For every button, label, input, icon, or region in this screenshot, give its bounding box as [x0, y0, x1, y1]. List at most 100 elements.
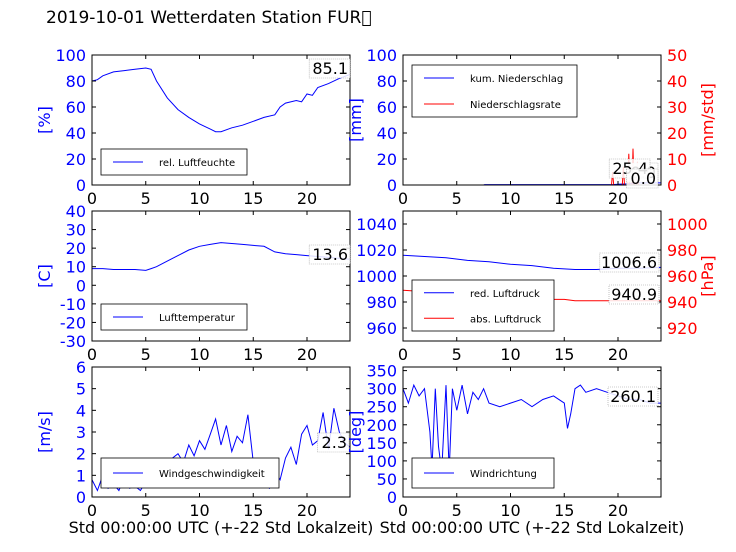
y2-tick-label: 1000 — [667, 215, 708, 234]
x-axis-label: Std 00:00:00 UTC (+-22 Std Lokalzeit) — [380, 518, 685, 537]
y-axis-label: [mm] — [346, 98, 365, 142]
value-annotation-box — [599, 252, 660, 273]
y-tick-label: 40 — [377, 124, 397, 143]
y-tick-label: 10 — [66, 258, 86, 277]
axes-frame — [91, 210, 351, 342]
chart-panel-temperature: 0 5 10 15 20-30-20-10010203040[C]Lufttempera… — [35, 202, 351, 364]
x-tick-label: 0 — [398, 345, 408, 364]
series-line-wind_direction-0 — [403, 383, 661, 472]
y-tick-label: 0 — [387, 176, 397, 195]
y-tick-label: 200 — [366, 416, 397, 435]
y-tick-label: 0 — [76, 276, 86, 295]
y-tick-label: 150 — [366, 434, 397, 453]
y-tick-label: 5 — [76, 380, 86, 399]
y-tick-label: 100 — [366, 452, 397, 471]
x-tick-label: 5 — [452, 189, 462, 208]
x-tick-label: 0 — [87, 501, 97, 520]
x-axis-label: Std 00:00:00 UTC (+-22 Std Lokalzeit) — [69, 518, 374, 537]
legend: rel. Luftfeuchte — [100, 148, 248, 176]
x-tick-label: 10 — [500, 345, 520, 364]
x-tick-label: 15 — [554, 501, 574, 520]
y2-tick-label: 20 — [667, 124, 687, 143]
y-axis-label: [m/s] — [35, 411, 54, 453]
value-annotation-box — [317, 432, 350, 453]
y-tick-label: 3 — [76, 423, 86, 442]
legend-label: Niederschlagsrate — [470, 100, 561, 111]
y2-tick-label: 40 — [667, 72, 687, 91]
x-tick-label: 10 — [189, 501, 209, 520]
legend-label: red. Luftdruck — [470, 289, 540, 300]
y-tick-label: 1000 — [356, 267, 397, 286]
y-tick-label: -20 — [60, 313, 86, 332]
x-tick-label: 20 — [297, 501, 317, 520]
legend-label: kum. Niederschlag — [470, 74, 563, 85]
legend-label: rel. Luftfeuchte — [159, 158, 235, 169]
y2-tick-label: 960 — [667, 267, 698, 286]
value-annotation-box — [308, 58, 351, 79]
y2-tick-label: 940 — [667, 293, 698, 312]
legend-label: abs. Luftdruck — [470, 314, 541, 325]
axes-frame — [402, 366, 662, 498]
series-line-temperature-0 — [92, 242, 350, 271]
x-tick-label: 20 — [297, 189, 317, 208]
y-tick-label: 1020 — [356, 241, 397, 260]
y-tick-label: 300 — [366, 380, 397, 399]
y-tick-label: 100 — [366, 46, 397, 65]
x-tick-label: 15 — [243, 501, 263, 520]
y-tick-label: -30 — [60, 332, 86, 351]
x-tick-label: 20 — [297, 345, 317, 364]
x-tick-label: 5 — [141, 345, 151, 364]
chart-panel-humidity: 0 5 10 15 20 0 20 40 60 80 100 [%] rel. Luftfeuchte 8… — [35, 46, 351, 208]
x-tick-label: 5 — [452, 501, 462, 520]
legend-label: Windgeschwindigkeit — [159, 469, 265, 480]
y-tick-label: 50 — [377, 470, 397, 489]
y-tick-label: 80 — [66, 72, 86, 91]
y2-tick-label: 980 — [667, 241, 698, 260]
x-tick-label: 20 — [608, 501, 628, 520]
value-annotation: 85.1 — [312, 59, 348, 78]
x-tick-label: 15 — [554, 189, 574, 208]
x-tick-label: 20 — [608, 189, 628, 208]
y-axis-label: [deg] — [346, 411, 365, 454]
y-tick-label: 20 — [377, 150, 397, 169]
axes-frame — [91, 54, 351, 186]
y2-tick-label: 920 — [667, 319, 698, 338]
y2-tick-label: 30 — [667, 98, 687, 117]
value-annotation-box — [308, 244, 351, 265]
chart-panel-precip: 0 5 10 15 20 0 20 40 60 80 100 0 10 20 30 40 50 [mm] [mm/s… — [346, 46, 717, 208]
y-axis-label: [C] — [35, 264, 54, 288]
y-tick-label: 20 — [66, 150, 86, 169]
legend-box — [411, 279, 555, 332]
x-tick-label: 15 — [243, 345, 263, 364]
x-tick-label: 10 — [189, 345, 209, 364]
y-tick-label: 1040 — [356, 215, 397, 234]
y2-tick-label: 50 — [667, 46, 687, 65]
legend-label: Lufttemperatur — [159, 313, 236, 324]
y2-tick-label: 10 — [667, 150, 687, 169]
value-annotation: 1006.6 — [601, 253, 657, 272]
y-axis-label: [%] — [35, 106, 54, 134]
figure-title: 2019-10-01 Wetterdaten Station FUR  — [46, 8, 372, 28]
x-tick-label: 5 — [452, 345, 462, 364]
y-tick-label: 250 — [366, 398, 397, 417]
x-tick-label: 0 — [398, 501, 408, 520]
y-tick-label: 0 — [387, 488, 397, 507]
y-tick-label: 30 — [66, 221, 86, 240]
x-tick-label: 0 — [87, 189, 97, 208]
x-tick-label: 15 — [243, 189, 263, 208]
value-annotation-box — [607, 386, 659, 407]
legend: kum. Niederschlag Niederschlagsrate — [411, 64, 578, 118]
value-annotation: 0.0 — [631, 169, 656, 188]
y2-tick-label: 0 — [667, 176, 677, 195]
x-tick-label: 0 — [87, 345, 97, 364]
x-tick-label: 0 — [398, 189, 408, 208]
value-annotation: 260.1 — [610, 387, 656, 406]
y-tick-label: 40 — [66, 202, 86, 221]
y-tick-label: 2 — [76, 445, 86, 464]
y-tick-label: 20 — [66, 239, 86, 258]
legend: Lufttemperatur — [100, 303, 248, 331]
legend-box — [411, 64, 578, 118]
value-annotation-box — [626, 168, 659, 189]
x-tick-label: 15 — [554, 345, 574, 364]
y-tick-label: 980 — [366, 293, 397, 312]
